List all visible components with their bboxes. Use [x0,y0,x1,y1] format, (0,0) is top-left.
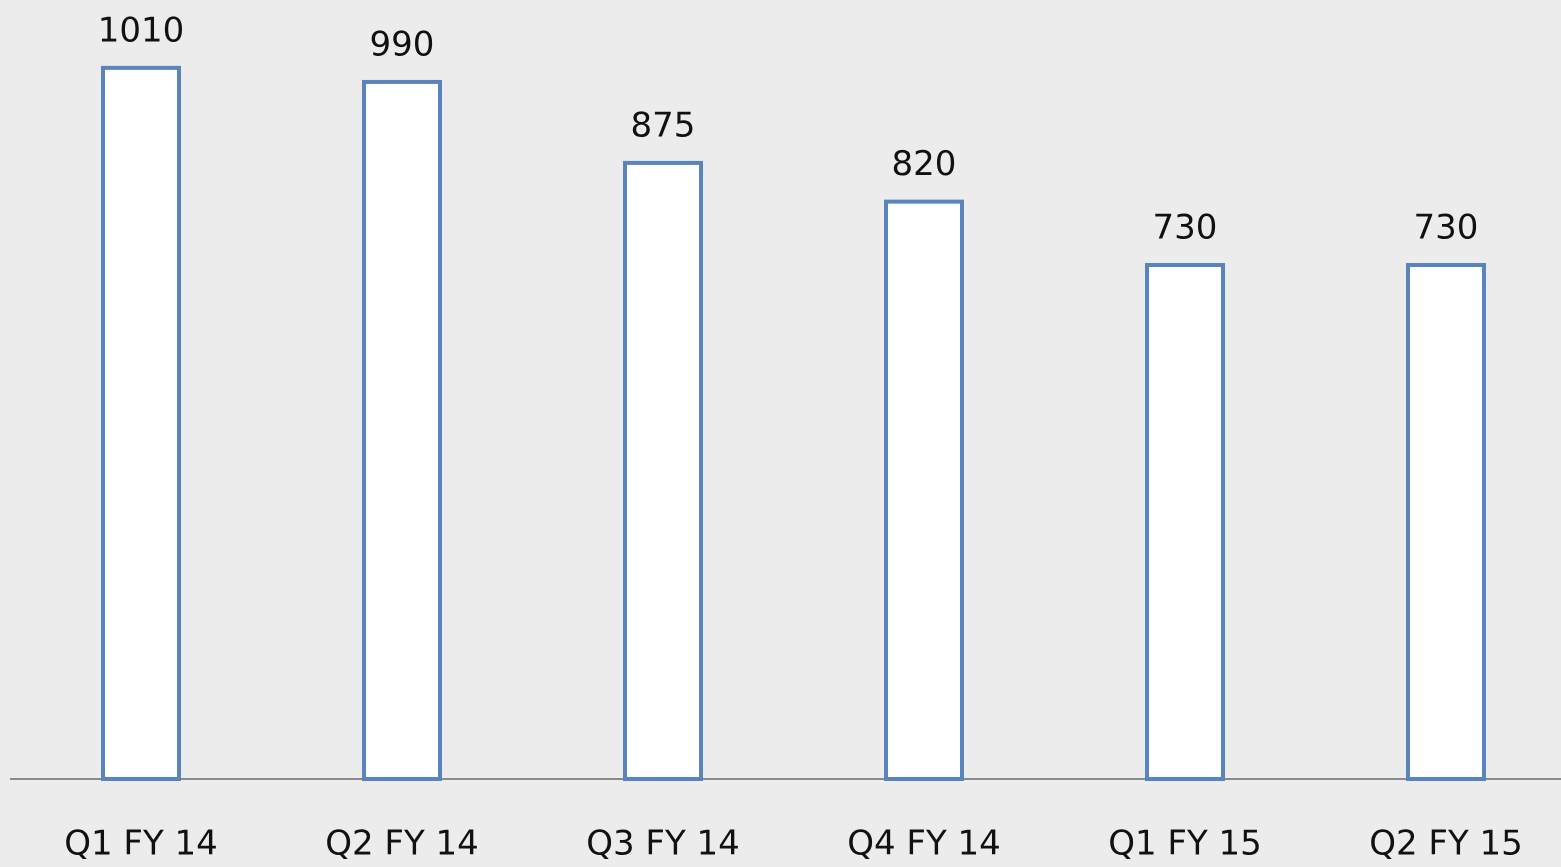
data-label: 990 [370,24,435,64]
data-label: 875 [631,105,696,145]
bar [884,199,964,782]
bar [1406,263,1486,782]
bar [362,79,442,781]
x-tick-label: Q2 FY 14 [325,824,479,864]
data-label: 1010 [98,10,185,50]
data-label: 730 [1414,208,1479,248]
data-label: 730 [1153,208,1218,248]
data-label: 820 [892,144,957,184]
x-tick-label: Q4 FY 14 [847,824,1001,864]
x-tick-label: Q2 FY 15 [1369,824,1523,864]
bar [101,65,181,782]
bar [623,160,703,781]
x-tick-label: Q1 FY 14 [64,824,218,864]
x-tick-label: Q3 FY 14 [586,824,740,864]
x-tick-label: Q1 FY 15 [1108,824,1262,864]
bar [1145,263,1225,782]
